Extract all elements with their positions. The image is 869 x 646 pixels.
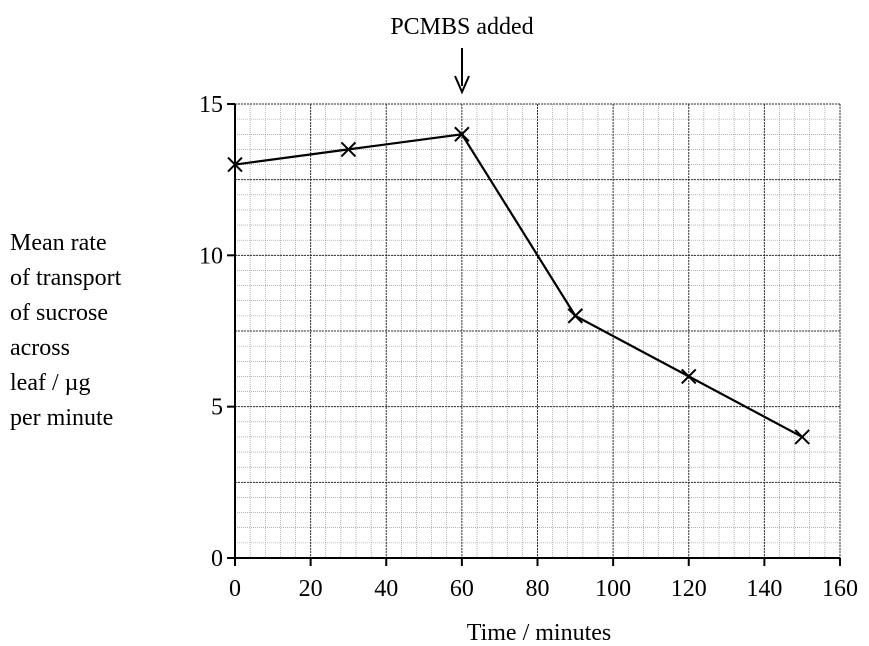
y-tick-label: 10 [199,243,223,269]
x-tick-label: 120 [671,576,707,602]
data-point-marker [681,368,697,385]
y-axis-label: Mean rate of transport of sucrose across lea… [10,230,122,431]
x-tick-label: 20 [299,576,323,602]
x-tick-label: 0 [229,576,241,602]
x-tick-labels: 0 20 40 60 80 100 120 140 160 [229,576,858,602]
axes [227,103,841,566]
x-tick-label: 140 [746,576,782,602]
data-point-marker [340,141,357,158]
y-axis-label-line: of sucrose [10,300,108,326]
x-tick-label: 100 [595,576,631,602]
x-axis-label: Time / minutes [467,620,611,646]
y-tick-labels: 0 5 10 15 [199,92,223,572]
y-axis-label-line: across [10,335,70,361]
pcmbs-annotation: PCMBS added [390,14,534,95]
x-tick-label: 80 [526,576,550,602]
data-point-marker [227,156,243,173]
x-tick-label: 60 [450,576,474,602]
y-axis-label-line: of transport [10,265,122,291]
y-tick-label: 0 [211,546,223,572]
series-line [234,133,803,438]
y-tick-label: 15 [199,92,223,118]
y-tick-label: 5 [211,395,223,421]
data-point-marker [454,126,470,142]
x-tick-label: 160 [822,576,858,602]
x-tick-label: 40 [374,576,398,602]
y-axis-label-line: Mean rate [10,230,107,256]
arrow-head-icon [454,75,470,95]
y-axis-label-line: leaf / µg [10,370,90,396]
data-point-marker [794,429,810,445]
y-axis-label-line: per minute [10,405,113,431]
data-point-marker [567,308,584,324]
series [227,126,810,445]
grid-major [234,103,841,559]
annotation-text: PCMBS added [390,14,533,40]
